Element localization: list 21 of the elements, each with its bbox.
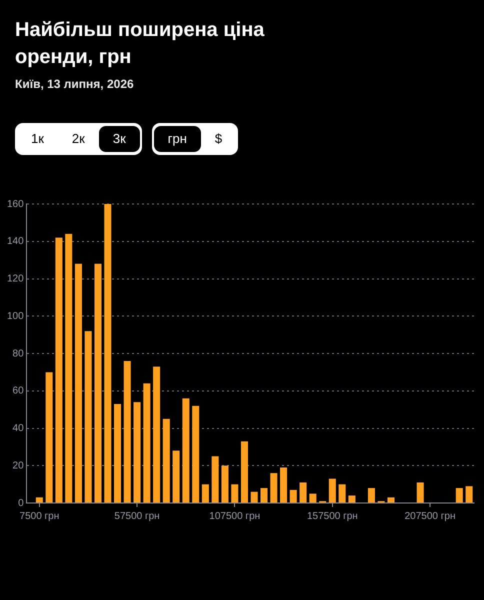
x-tick-label: 57500 грн [114, 510, 160, 522]
y-tick-label: 140 [6, 236, 24, 248]
y-tick-label: 100 [6, 310, 24, 322]
y-tick-label: 80 [12, 348, 24, 360]
x-tick-label: 7500 грн [20, 510, 60, 522]
x-tick-label: 107500 грн [209, 510, 260, 522]
text: 2к [58, 126, 99, 152]
chart-subtitle: Київ, 13 липня, 2026 [15, 77, 134, 91]
y-tick-label: 60 [12, 386, 24, 397]
text: грн [154, 126, 201, 152]
text: $ [200, 126, 236, 152]
chart-title: Найбільш поширена ціна оренди, грн [15, 18, 266, 70]
y-tick-label: 120 [6, 274, 24, 284]
y-tick-label: 160 [6, 198, 24, 210]
text: 3к [98, 126, 140, 152]
y-tick-label: 0 [18, 498, 24, 509]
x-tick-label: 157500 грн [306, 510, 358, 522]
x-tick-label: 207500 грн [404, 510, 456, 522]
y-tick-label: 20 [12, 460, 24, 472]
text: 1к [17, 126, 58, 152]
y-tick-label: 40 [12, 423, 24, 434]
